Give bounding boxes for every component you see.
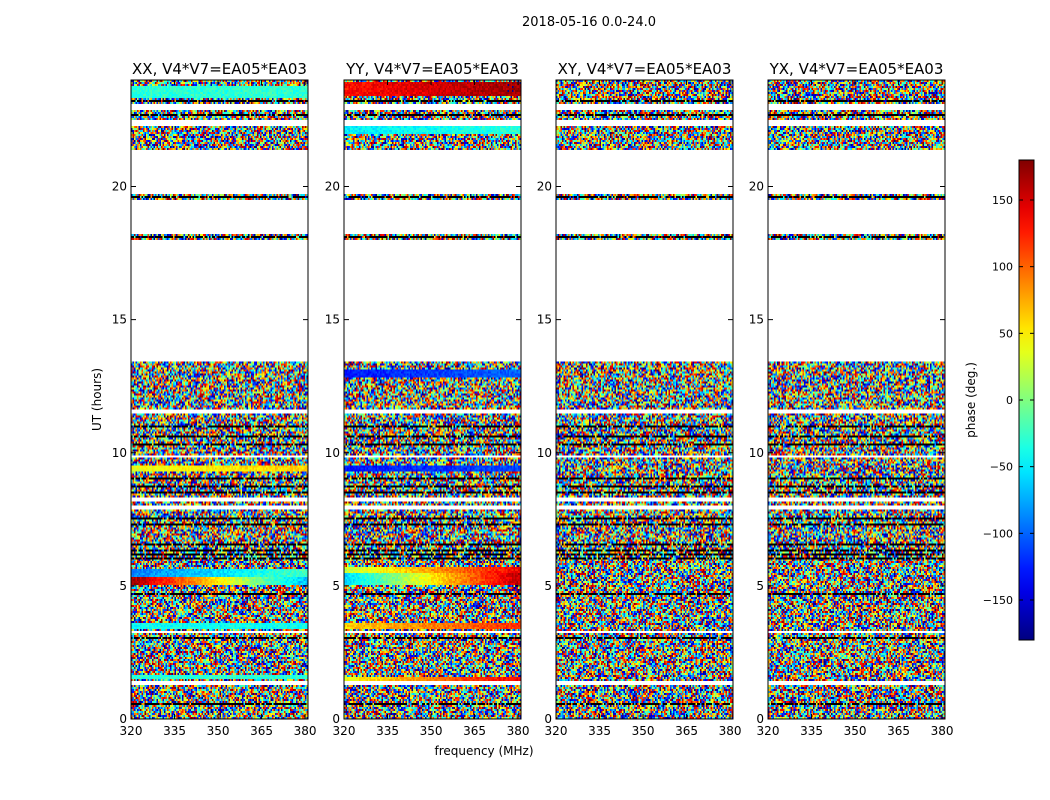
colorbar-tick-label: −100 [983, 527, 1013, 540]
x-tick-label: 380 [719, 724, 742, 738]
panel-group: XX, V4*V7=EA05*EA03 320 335 350 365 380 0 5 10 15… [90, 60, 954, 758]
y-tick-label: 0 [119, 712, 127, 726]
panel-frame [343, 79, 522, 720]
y-tick-label: 20 [537, 180, 552, 194]
colorbar-tick-label: −50 [990, 461, 1013, 474]
phase-heatmap-xx [131, 80, 308, 719]
x-tick-label: 320 [120, 724, 143, 738]
y-tick-label: 5 [119, 579, 127, 593]
panel-title-yy: YY, V4*V7=EA05*EA03 [345, 60, 519, 78]
colorbar: −150 −100 −50 0 50 100 150 phase (deg.) [964, 159, 1035, 641]
phase-heatmap-xy [556, 80, 733, 719]
panel-frame [555, 79, 734, 720]
x-tick-label: 380 [294, 724, 317, 738]
colorbar-tick-label: 100 [992, 261, 1013, 274]
y-axis-label: UT (hours) [90, 368, 104, 431]
x-tick-label: 335 [163, 724, 186, 738]
figure-suptitle: 2018-05-16 0.0-24.0 [522, 15, 656, 30]
panel-title-yx: YX, V4*V7=EA05*EA03 [769, 60, 944, 78]
panel-frame [767, 79, 946, 720]
y-tick-label: 10 [749, 446, 764, 460]
y-tick-label: 15 [537, 313, 552, 327]
y-tick-label: 5 [332, 579, 340, 593]
x-tick-label: 320 [333, 724, 356, 738]
y-tick-label: 0 [756, 712, 764, 726]
panel-xy: XY, V4*V7=EA05*EA03 320 335 350 365 380 0 5 10 15… [537, 60, 742, 738]
colorbar-tick-label: 0 [1006, 394, 1013, 407]
y-tick-label: 5 [756, 579, 764, 593]
y-tick-label: 10 [325, 446, 340, 460]
y-tick-label: 15 [749, 313, 764, 327]
x-tick-label: 350 [632, 724, 655, 738]
y-tick-label: 15 [325, 313, 340, 327]
x-tick-label: 335 [800, 724, 823, 738]
y-tick-label: 20 [749, 180, 764, 194]
x-axis-label: frequency (MHz) [434, 744, 533, 758]
x-tick-label: 365 [463, 724, 486, 738]
y-tick-label: 15 [112, 313, 127, 327]
colorbar-tick-label: 50 [999, 327, 1013, 340]
y-tick-label: 10 [537, 446, 552, 460]
panel-xx: XX, V4*V7=EA05*EA03 320 335 350 365 380 0 5 10 15… [90, 60, 317, 738]
x-tick-label: 335 [376, 724, 399, 738]
y-tick-label: 5 [544, 579, 552, 593]
x-tick-label: 365 [250, 724, 273, 738]
colorbar-tick-label: −150 [983, 594, 1013, 607]
x-tick-label: 350 [844, 724, 867, 738]
colorbar-label: phase (deg.) [964, 362, 978, 438]
x-tick-label: 320 [545, 724, 568, 738]
colorbar-tick-label: 150 [992, 194, 1013, 207]
y-tick-label: 10 [112, 446, 127, 460]
panel-yy: YY, V4*V7=EA05*EA03 320 335 350 365 380 0 5 10 15… [325, 60, 534, 758]
x-tick-label: 350 [420, 724, 443, 738]
phase-heatmap-yy [344, 80, 521, 719]
x-tick-label: 335 [588, 724, 611, 738]
y-tick-label: 0 [332, 712, 340, 726]
x-tick-label: 350 [207, 724, 230, 738]
x-tick-label: 380 [931, 724, 954, 738]
phase-heatmap-yx [768, 80, 945, 719]
y-tick-label: 0 [544, 712, 552, 726]
y-tick-label: 20 [325, 180, 340, 194]
panel-title-xy: XY, V4*V7=EA05*EA03 [558, 60, 732, 78]
x-tick-label: 380 [507, 724, 530, 738]
panel-frame [130, 79, 309, 720]
panel-title-xx: XX, V4*V7=EA05*EA03 [132, 60, 307, 78]
y-tick-label: 20 [112, 180, 127, 194]
x-tick-label: 365 [887, 724, 910, 738]
panel-yx: YX, V4*V7=EA05*EA03 320 335 350 365 380 0 5 10 15… [749, 60, 954, 738]
x-tick-label: 320 [757, 724, 780, 738]
x-tick-label: 365 [675, 724, 698, 738]
